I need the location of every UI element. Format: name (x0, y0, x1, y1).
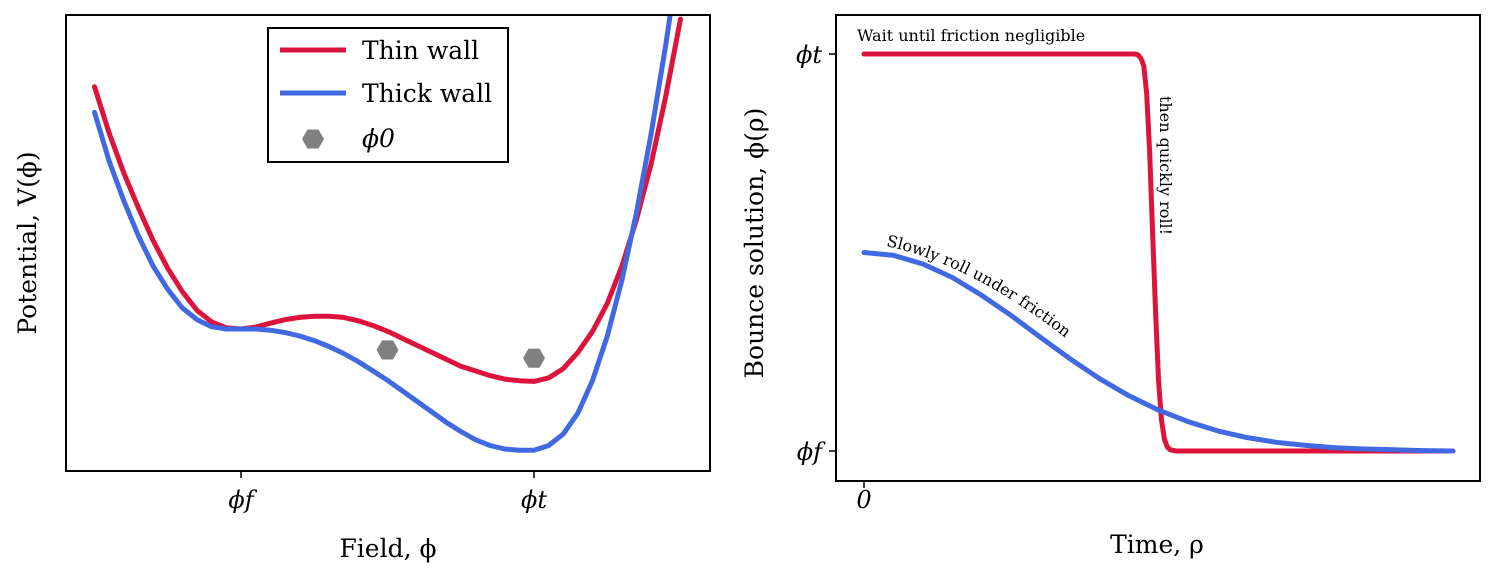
potential-thin-wall-line (92, 16, 683, 384)
legend: Thin wall Thick wall ϕ0 (267, 27, 509, 163)
left-xtick-label-phi-t: ϕt (521, 486, 547, 514)
annotation-quick-roll: then quickly roll! (1156, 96, 1175, 235)
left-xtick-label-phi-f: ϕf (228, 486, 257, 514)
right-x-axis-label: Time, ρ (1110, 530, 1204, 559)
phi0-markers (376, 340, 545, 368)
bounce-thin-wall-line (861, 51, 1456, 454)
phi0-marker-2 (523, 348, 545, 368)
right-axes-frame (835, 14, 1481, 482)
annotation-slow-roll: Slowly roll under friction (885, 231, 1075, 341)
annotation-wait: Wait until friction negligible (857, 26, 1085, 45)
legend-label-phi0: ϕ0 (362, 124, 395, 153)
bounce-series-group (861, 51, 1456, 454)
right-xtick-label-0: 0 (856, 486, 871, 514)
left-x-axis-label: Field, ϕ (339, 534, 436, 563)
potential-series-group (92, 15, 683, 453)
bounce-plot: 0 ϕf ϕt Time, ρ Bounce solution, ϕ(ρ) Wa… (740, 14, 1481, 559)
potential-thick-wall-line (92, 15, 673, 453)
right-ytick-label-phi-f: ϕf (797, 438, 826, 466)
right-ytick-label-phi-t: ϕt (796, 41, 822, 69)
legend-label-thin-wall: Thin wall (362, 36, 479, 65)
legend-phi0-hexagon-icon (302, 129, 324, 149)
potential-plot: ϕf ϕt Field, ϕ Potential, V(ϕ) Thin wall… (13, 14, 711, 563)
left-axes-frame (65, 14, 711, 472)
left-y-axis-label: Potential, V(ϕ) (13, 151, 42, 334)
legend-label-thick-wall: Thick wall (362, 79, 492, 108)
phi0-marker-1 (376, 340, 399, 360)
bounce-thick-wall-line (861, 250, 1456, 454)
annotation-slow-roll-path-text: Slowly roll under friction (885, 231, 1075, 341)
right-y-axis-label: Bounce solution, ϕ(ρ) (740, 108, 769, 379)
